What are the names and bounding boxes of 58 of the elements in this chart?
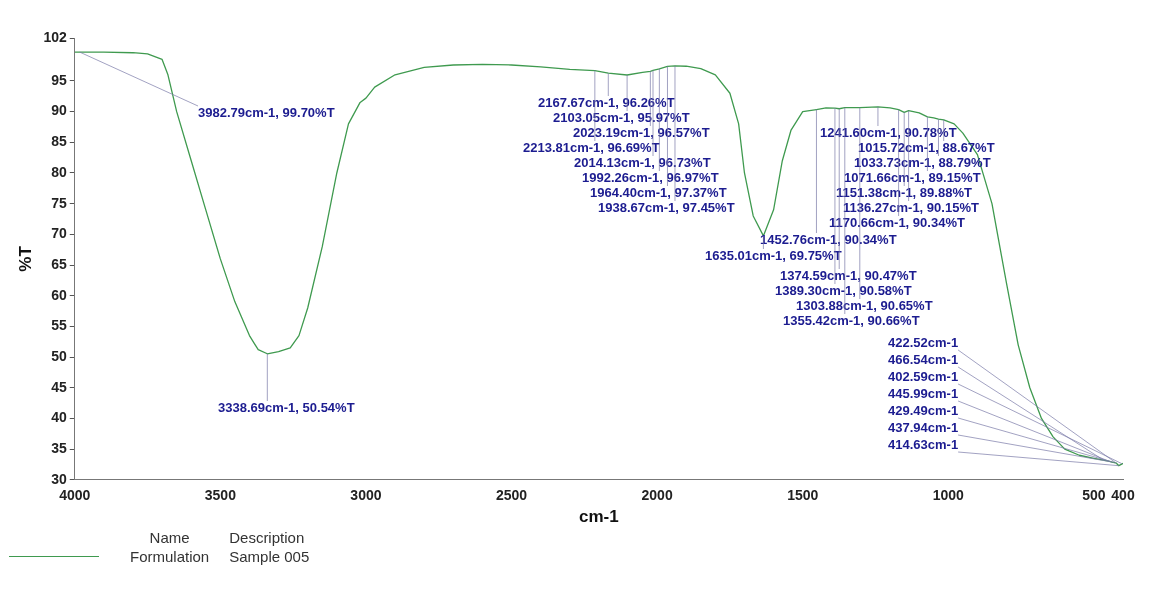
y-tick-label: 102 [43,28,67,45]
y-tick-label: 70 [51,225,67,242]
y-tick-label: 60 [51,286,67,303]
annotation: 429.49cm-1 [888,402,959,418]
y-tick-label: 45 [51,378,67,395]
annotation: 1151.38cm-1, 89.88%T [836,184,972,200]
annotation: 2023.19cm-1, 96.57%T [573,124,710,140]
y-tick-label: 50 [51,347,67,364]
x-tick-label: 3500 [204,487,237,504]
y-tick-label: 65 [51,255,67,272]
x-axis-title: cm-1 [579,507,619,527]
x-tick-label: 1500 [787,487,819,504]
y-tick-label: 85 [51,133,67,150]
text: Description [228,528,306,547]
y-tick-label: 95 [51,71,67,88]
annotation: 1389.30cm-1, 90.58%T [775,282,912,298]
annotation: 422.52cm-1 [888,334,959,350]
annotation: 1136.27cm-1, 90.15%T [843,199,979,215]
legend-title: Name [148,528,191,547]
annotation: 2103.05cm-1, 95.97%T [553,109,690,125]
annotation: 1241.60cm-1, 90.78%T [820,124,957,140]
x-tick-label: 3000 [350,487,382,504]
annotation: 3338.69cm-1, 50.54%T [218,399,355,415]
y-tick-label: 55 [51,317,67,334]
annotation: 1071.66cm-1, 89.15%T [844,169,981,185]
y-tick-label: 90 [51,102,67,119]
annotation: 1374.59cm-1, 90.47%T [780,267,917,283]
annotation: 2014.13cm-1, 96.73%T [574,154,711,170]
annotation: 414.63cm-1 [888,436,959,452]
annotation: 1355.42cm-1, 90.66%T [783,312,920,328]
annotation: 402.59cm-1 [888,368,959,384]
annotation: 3982.79cm-1, 99.70%T [198,104,335,120]
y-tick-label: 40 [51,409,67,426]
annotation: 2213.81cm-1, 96.69%T [523,139,660,155]
y-tick-label: 35 [51,439,67,456]
x-tick-label: 400 [1111,487,1135,504]
annotation: 1938.67cm-1, 97.45%T [598,199,735,215]
y-tick-label: 80 [51,163,67,180]
annotation: 437.94cm-1 [888,419,959,435]
annotation: 1635.01cm-1, 69.75%T [705,247,842,263]
x-tick-label: 2000 [641,487,673,504]
annotation: 1964.40cm-1, 97.37%T [590,184,727,200]
annotation: 1303.88cm-1, 90.65%T [796,297,933,313]
annotation: 466.54cm-1 [888,351,959,367]
y-tick-label: 75 [51,194,67,211]
annotation: 1170.66cm-1, 90.34%T [829,214,965,230]
annotation: 1992.26cm-1, 96.97%T [582,169,719,185]
text: Formulation [129,547,211,566]
x-tick-label: 1000 [932,487,965,504]
annotation: 445.99cm-1 [888,385,959,401]
x-tick-label: 500 [1082,487,1106,504]
text: Sample 005 [228,547,311,566]
x-tick-label: 2500 [495,487,528,504]
y-axis-title: %T [15,245,35,272]
x-tick-label: 4000 [59,487,91,504]
annotation: 2167.67cm-1, 96.26%T [538,94,675,110]
y-tick-label: 30 [51,470,67,487]
annotation: 1452.76cm-1, 90.34%T [760,231,897,247]
